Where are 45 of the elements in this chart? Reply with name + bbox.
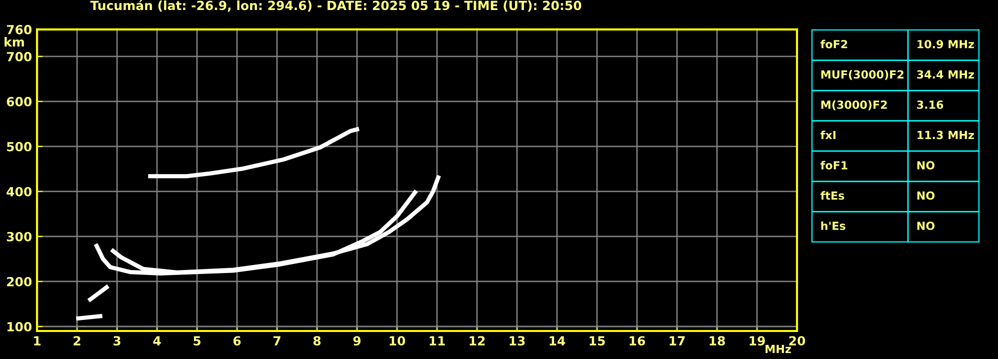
- text: 3.16: [917, 100, 944, 109]
- x-tick-label: 10: [390, 336, 406, 346]
- x-tick-label: 2: [74, 336, 80, 346]
- x-tick-label: 4: [153, 336, 161, 346]
- text: fxI: [820, 130, 836, 140]
- text: foF2: [820, 40, 848, 48]
- x-tick-label: 16: [630, 336, 646, 346]
- x-tick-label: 1: [34, 336, 41, 346]
- x-tick-label: 11: [430, 336, 445, 346]
- y-tick-label: 600: [6, 96, 32, 106]
- x-tick-label: 19: [750, 336, 765, 346]
- text: 34.4 MHz: [917, 70, 974, 79]
- x-tick-label: 6: [233, 336, 241, 346]
- text: foF1: [820, 160, 848, 170]
- text: NO: [917, 161, 935, 170]
- x-tick-label: 14: [550, 336, 566, 346]
- y-axis-title: km: [4, 36, 24, 46]
- x-tick-label: 12: [470, 336, 485, 346]
- y-tick-label: 300: [6, 232, 32, 242]
- text: NO: [917, 222, 935, 230]
- y-tick-label: 200: [7, 276, 32, 286]
- text: MUF(3000)F2: [821, 70, 904, 80]
- x-tick-label: 5: [194, 336, 200, 346]
- x-tick-label: 3: [114, 336, 120, 346]
- x-tick-label: 18: [710, 336, 725, 346]
- x-tick-label: 13: [510, 336, 525, 346]
- y-tick-label: 700: [6, 52, 32, 62]
- text: h'Es: [821, 221, 846, 230]
- y-tick-label: 760: [6, 24, 32, 34]
- x-tick-label: 17: [670, 336, 685, 346]
- y-tick-label: 500: [7, 142, 32, 152]
- text: M(3000)F2: [821, 100, 887, 110]
- text: 11.3 MHz: [918, 130, 974, 140]
- x-tick-label: 8: [313, 336, 321, 346]
- chart-title: Tucumán (lat: -26.9, lon: 294.6) - DATE: 2025 05 19 - TIME (UT): 20:50: [90, 0, 582, 12]
- x-tick-label: 15: [590, 336, 605, 346]
- x-tick-label: 20: [789, 336, 806, 346]
- text: NO: [917, 191, 935, 200]
- x-tick-label: 7: [274, 336, 280, 346]
- x-axis-title: MHz: [766, 344, 791, 354]
- y-tick-label: 400: [6, 186, 32, 196]
- y-tick-label: 100: [7, 322, 32, 332]
- x-tick-label: 9: [353, 336, 361, 346]
- text: 10.9 MHz: [918, 40, 974, 48]
- text: ftEs: [820, 191, 844, 200]
